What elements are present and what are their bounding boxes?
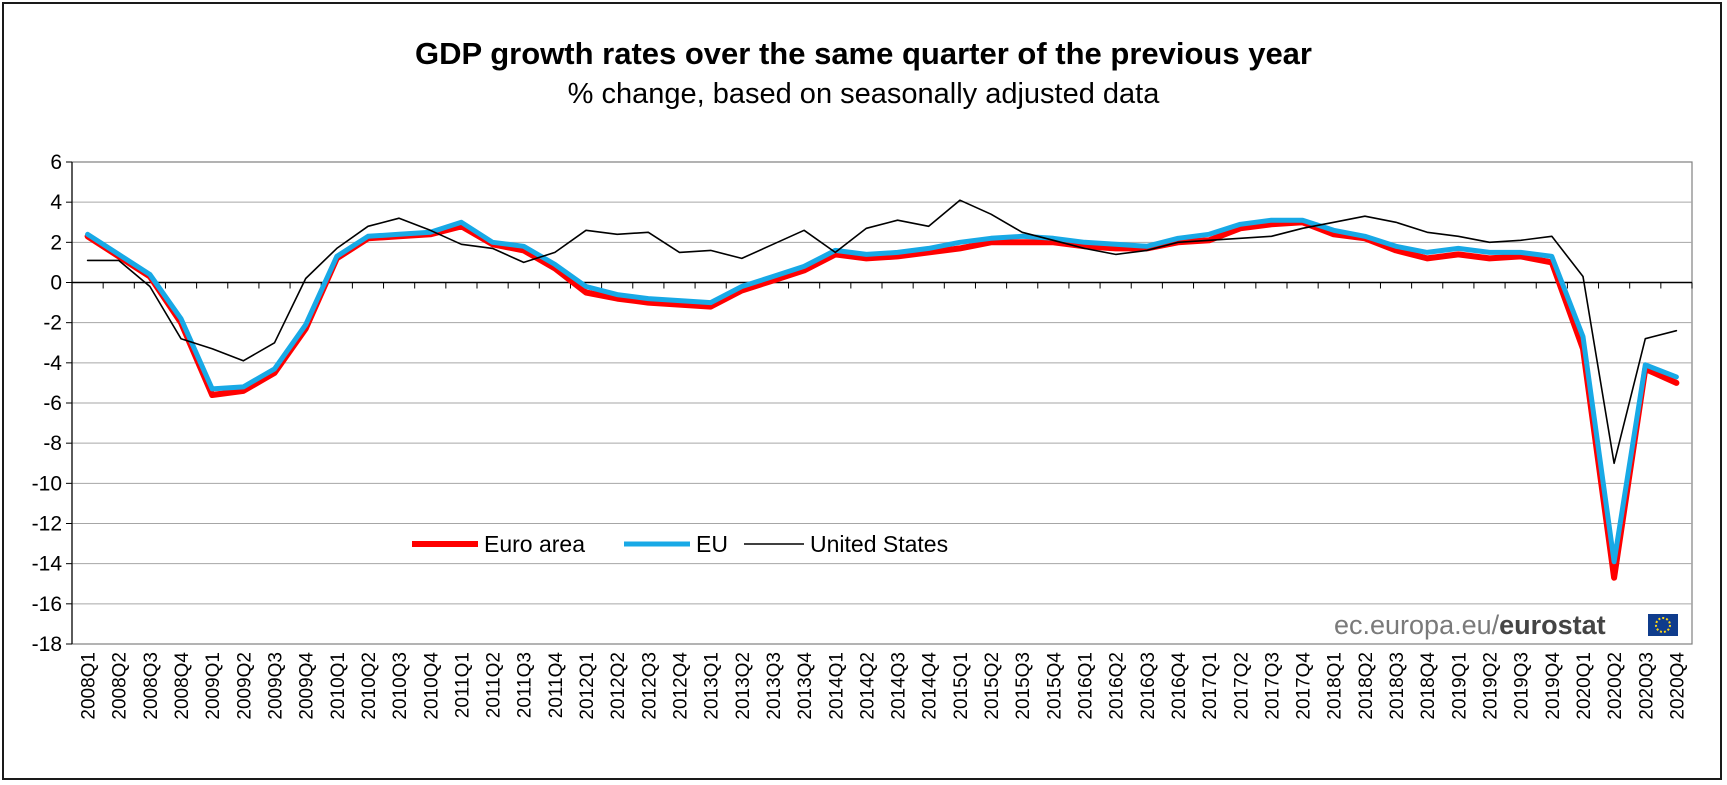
x-tick-label: 2010Q4 (421, 652, 442, 720)
x-tick-label: 2016Q3 (1138, 652, 1159, 720)
x-tick-label: 2018Q4 (1418, 652, 1439, 720)
x-tick-label: 2008Q3 (141, 652, 162, 720)
x-tick-label: 2009Q4 (297, 652, 318, 720)
series-line-eu (85, 217, 1679, 565)
x-tick-label: 2014Q3 (889, 652, 910, 720)
x-tick-label: 2017Q1 (1200, 652, 1221, 720)
grid (71, 161, 1693, 645)
x-tick-label: 2018Q1 (1325, 652, 1346, 720)
chart-subtitle: % change, based on seasonally adjusted d… (567, 78, 1160, 110)
y-tick-label: -4 (43, 352, 62, 375)
eu-flag-icon (1648, 614, 1678, 636)
x-tick-label: 2020Q3 (1636, 652, 1657, 720)
x-tick-label: 2013Q2 (733, 652, 754, 720)
x-tick-label: 2014Q2 (857, 652, 878, 720)
y-tick-label: -18 (32, 633, 62, 656)
x-tick-label: 2014Q4 (920, 652, 941, 720)
x-tick-label: 2016Q4 (1169, 652, 1190, 720)
source-text: ec.europa.eu/eurostat (1334, 610, 1606, 640)
x-tick-label: 2015Q2 (982, 652, 1003, 720)
x-tick-label: 2008Q2 (110, 652, 131, 720)
x-tick-label: 2020Q2 (1605, 652, 1626, 720)
legend-label-euro-area: Euro area (484, 531, 585, 557)
y-tick-label: 0 (50, 272, 62, 295)
y-tick-label: -14 (32, 553, 63, 576)
x-tick-label: 2019Q1 (1449, 652, 1470, 720)
x-tick-label: 2015Q3 (1013, 652, 1034, 720)
x-tick-label: 2014Q1 (826, 652, 847, 720)
x-tick-label: 2011Q1 (452, 652, 473, 718)
legend: Euro area EU United States (412, 531, 948, 557)
x-tick-label: 2009Q2 (234, 652, 255, 720)
x-tick-label: 2011Q3 (515, 652, 536, 718)
y-tick-label: 4 (50, 191, 62, 214)
x-tick-label: 2020Q4 (1667, 652, 1688, 720)
x-tick-label: 2019Q4 (1543, 652, 1564, 720)
y-tick-label: -6 (43, 392, 62, 415)
x-tick-label: 2017Q2 (1231, 652, 1252, 720)
x-tick-label: 2012Q3 (639, 652, 660, 720)
x-tick-label: 2020Q1 (1574, 652, 1595, 720)
x-tick-label: 2009Q3 (266, 652, 287, 720)
x-tick-label: 2012Q1 (577, 652, 598, 720)
y-tick-label: 2 (50, 231, 62, 254)
x-tick-label: 2012Q2 (608, 652, 629, 720)
chart-title: GDP growth rates over the same quarter o… (415, 36, 1312, 71)
x-tick-label: 2010Q2 (359, 652, 380, 720)
source-prefix: ec.europa.eu/ (1334, 610, 1500, 640)
source-note: ec.europa.eu/eurostat (1334, 610, 1678, 640)
x-tick-label: 2019Q3 (1512, 652, 1533, 720)
x-tick-label: 2013Q3 (764, 652, 785, 720)
x-tick-label: 2018Q3 (1387, 652, 1408, 720)
x-tick-label: 2018Q2 (1356, 652, 1377, 720)
y-tick-label: 6 (50, 151, 62, 174)
y-axis: 6 4 2 0 -2 -4 -6 -8 -10 -12 -14 -16 -18 (32, 151, 73, 656)
x-tick-label: 2009Q1 (203, 652, 224, 720)
source-brand: eurostat (1499, 610, 1606, 640)
plot-area (84, 199, 1680, 581)
y-tick-label: -10 (32, 472, 62, 495)
x-tick-label: 2010Q3 (390, 652, 411, 720)
y-tick-label: -2 (43, 312, 62, 335)
legend-label-eu: EU (696, 531, 728, 557)
x-tick-label: 2016Q2 (1107, 652, 1128, 720)
series-line-united-states (86, 199, 1678, 465)
eu-stars-icon (1655, 617, 1671, 633)
x-tick-label: 2013Q4 (795, 652, 816, 720)
y-tick-label: -8 (43, 432, 62, 455)
x-tick-label: 2012Q4 (671, 652, 692, 720)
x-tick-label: 2016Q1 (1076, 652, 1097, 720)
x-tick-label: 2010Q1 (328, 652, 349, 720)
x-axis: 2008Q1 2008Q2 2008Q3 2008Q4 2009Q1 2009Q2 2009… (71, 281, 1693, 720)
x-tick-label: 2011Q2 (484, 652, 505, 718)
x-tick-label: 2008Q4 (172, 652, 193, 720)
y-tick-label: -12 (32, 513, 62, 536)
x-tick-label: 2008Q1 (79, 652, 100, 720)
y-tick-label: -16 (32, 593, 62, 616)
x-tick-label: 2017Q4 (1294, 652, 1315, 720)
x-tick-label: 2013Q1 (702, 652, 723, 720)
x-tick-label: 2015Q4 (1044, 652, 1065, 720)
x-tick-label: 2017Q3 (1262, 652, 1283, 720)
legend-label-united-states: United States (810, 531, 948, 557)
x-tick-label: 2019Q2 (1481, 652, 1502, 720)
x-tick-label: 2015Q1 (951, 652, 972, 720)
x-tick-label: 2011Q4 (546, 652, 567, 719)
